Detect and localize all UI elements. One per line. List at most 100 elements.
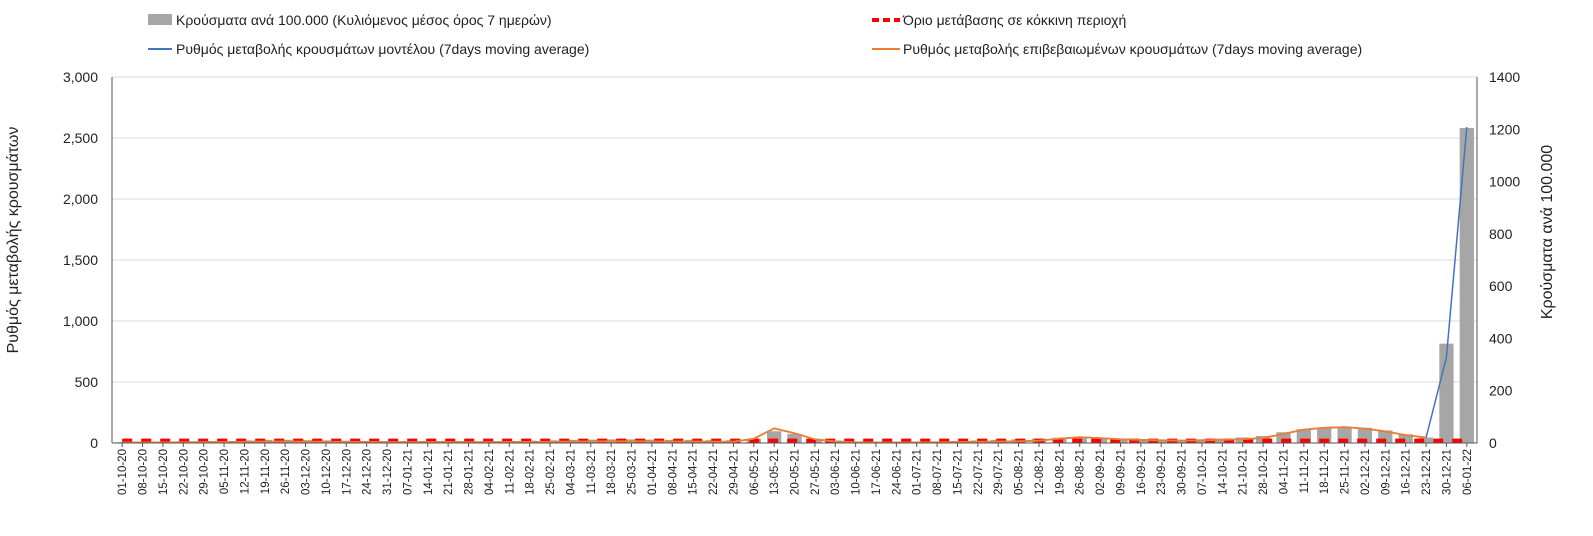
right-tick-label: 600 bbox=[1489, 278, 1513, 294]
right-axis-ticks: 0 200 400 600 800 1000 1200 1400 bbox=[1489, 69, 1520, 451]
y-axis-right-title: Κρούσματα ανά 100.000 bbox=[1539, 145, 1556, 319]
x-tick-label: 07-10-21 bbox=[1197, 449, 1209, 495]
bar bbox=[1459, 127, 1474, 443]
x-tick-label: 06-05-21 bbox=[749, 449, 761, 495]
left-tick-label: 500 bbox=[75, 374, 99, 390]
x-tick-label: 16-12-21 bbox=[1401, 449, 1413, 495]
x-tick-label: 22-04-21 bbox=[708, 449, 720, 495]
x-tick-label: 12-08-21 bbox=[1034, 449, 1046, 495]
legend-swatch-bars bbox=[148, 14, 172, 25]
x-tick-label: 10-06-21 bbox=[851, 449, 863, 495]
x-tick-label: 21-10-21 bbox=[1238, 449, 1250, 495]
left-axis-ticks: 0 500 1,000 1,500 2,000 2,500 3,000 bbox=[63, 69, 98, 451]
bar bbox=[1276, 432, 1291, 443]
x-tick-label: 11-02-21 bbox=[504, 449, 516, 494]
bar bbox=[1133, 439, 1148, 443]
x-axis-ticks: 01-10-20 08-10-20 15-10-20 22-10-20 29-10-20… bbox=[117, 443, 1474, 495]
x-tick-label: 04-03-21 bbox=[565, 449, 577, 495]
x-tick-label: 20-05-21 bbox=[790, 449, 802, 495]
legend-label-bars: Κρούσματα ανά 100.000 (Κυλιόμενος μέσος … bbox=[176, 12, 552, 28]
x-tick-label: 03-06-21 bbox=[830, 449, 842, 495]
x-tick-label: 14-01-21 bbox=[423, 449, 435, 495]
right-tick-label: 0 bbox=[1489, 435, 1497, 451]
x-tick-label: 29-04-21 bbox=[728, 449, 740, 495]
left-tick-label: 0 bbox=[90, 435, 98, 451]
bar bbox=[766, 431, 782, 443]
x-tick-label: 18-11-21 bbox=[1319, 449, 1331, 494]
x-tick-label: 15-10-20 bbox=[158, 449, 170, 495]
x-tick-label: 23-09-21 bbox=[1156, 449, 1168, 495]
x-tick-label: 24-12-20 bbox=[362, 449, 374, 495]
x-tick-label: 23-12-21 bbox=[1421, 449, 1433, 495]
bar bbox=[1235, 437, 1250, 443]
x-tick-label: 01-07-21 bbox=[912, 449, 924, 495]
x-tick-label: 25-03-21 bbox=[627, 449, 639, 495]
x-tick-label: 30-12-21 bbox=[1441, 449, 1453, 495]
bar bbox=[1113, 438, 1128, 443]
x-tick-label: 13-05-21 bbox=[769, 449, 781, 495]
x-tick-label: 28-10-21 bbox=[1258, 449, 1270, 495]
x-tick-label: 31-12-20 bbox=[382, 449, 394, 495]
bar bbox=[787, 433, 802, 443]
x-tick-label: 06-01-22 bbox=[1462, 449, 1474, 495]
legend-label-confirmed: Ρυθμός μεταβολής επιβεβαιωμένων κρουσμάτ… bbox=[903, 41, 1362, 57]
x-tick-label: 04-11-21 bbox=[1278, 449, 1290, 494]
x-tick-label: 25-11-21 bbox=[1340, 449, 1352, 494]
x-tick-label: 30-09-21 bbox=[1177, 449, 1189, 495]
x-tick-label: 02-12-21 bbox=[1360, 449, 1372, 495]
x-tick-label: 29-07-21 bbox=[993, 449, 1005, 495]
legend-label-model: Ρυθμός μεταβολής κρουσμάτων μοντέλου (7d… bbox=[176, 41, 589, 57]
x-tick-label: 17-06-21 bbox=[871, 449, 883, 495]
x-tick-label: 12-11-20 bbox=[239, 449, 251, 494]
x-tick-label: 15-07-21 bbox=[952, 449, 964, 495]
confirmed-line bbox=[122, 426, 1427, 444]
bar bbox=[1418, 437, 1434, 443]
y-axis-left-title: Ρυθμός μεταβολής κρουσμάτων bbox=[5, 127, 22, 354]
x-tick-label: 15-04-21 bbox=[688, 449, 700, 495]
legend: Κρούσματα ανά 100.000 (Κυλιόμενος μέσος … bbox=[148, 12, 1362, 57]
right-tick-label: 1200 bbox=[1489, 121, 1520, 137]
x-tick-label: 08-10-20 bbox=[138, 449, 150, 495]
model-line bbox=[122, 126, 1468, 444]
x-tick-label: 28-01-21 bbox=[464, 449, 476, 495]
x-tick-label: 01-04-21 bbox=[647, 449, 659, 495]
x-tick-label: 14-10-21 bbox=[1217, 449, 1229, 495]
x-tick-label: 11-03-21 bbox=[586, 449, 598, 494]
x-tick-label: 09-09-21 bbox=[1115, 449, 1127, 495]
x-tick-label: 16-09-21 bbox=[1136, 449, 1148, 495]
left-tick-label: 3,000 bbox=[63, 69, 98, 85]
x-tick-label: 26-08-21 bbox=[1075, 449, 1087, 495]
x-tick-label: 01-10-20 bbox=[117, 449, 129, 495]
x-tick-label: 21-01-21 bbox=[443, 449, 455, 495]
x-tick-label: 22-10-20 bbox=[178, 449, 190, 495]
gridlines bbox=[112, 76, 1477, 383]
x-tick-label: 05-11-20 bbox=[219, 449, 231, 494]
x-tick-label: 04-02-21 bbox=[484, 449, 496, 495]
x-tick-label: 24-06-21 bbox=[891, 449, 903, 495]
x-tick-label: 05-08-21 bbox=[1014, 449, 1026, 495]
left-tick-label: 2,000 bbox=[63, 191, 98, 207]
x-tick-label: 19-08-21 bbox=[1054, 449, 1066, 495]
left-tick-label: 1,500 bbox=[63, 252, 98, 268]
x-tick-label: 09-12-21 bbox=[1380, 449, 1392, 495]
x-tick-label: 08-07-21 bbox=[932, 449, 944, 495]
right-tick-label: 1000 bbox=[1489, 174, 1520, 190]
x-tick-label: 25-02-21 bbox=[545, 449, 557, 495]
legend-label-threshold: Όριο μετάβασης σε κόκκινη περιοχή bbox=[902, 12, 1126, 28]
bar bbox=[1154, 439, 1169, 443]
right-tick-label: 1400 bbox=[1489, 69, 1520, 85]
x-tick-label: 17-12-20 bbox=[341, 449, 353, 495]
x-tick-label: 10-12-20 bbox=[321, 449, 333, 495]
x-tick-label: 18-03-21 bbox=[606, 449, 618, 495]
x-tick-label: 11-11-21 bbox=[1299, 449, 1311, 493]
left-tick-label: 2,500 bbox=[63, 130, 98, 146]
left-tick-label: 1,000 bbox=[63, 313, 98, 329]
x-tick-label: 07-01-21 bbox=[402, 449, 414, 495]
bar bbox=[1215, 438, 1230, 443]
bar bbox=[1398, 434, 1413, 443]
x-tick-label: 27-05-21 bbox=[810, 449, 822, 495]
line-series bbox=[122, 126, 1468, 444]
x-tick-label: 08-04-21 bbox=[667, 449, 679, 495]
x-tick-label: 03-12-20 bbox=[301, 449, 313, 495]
